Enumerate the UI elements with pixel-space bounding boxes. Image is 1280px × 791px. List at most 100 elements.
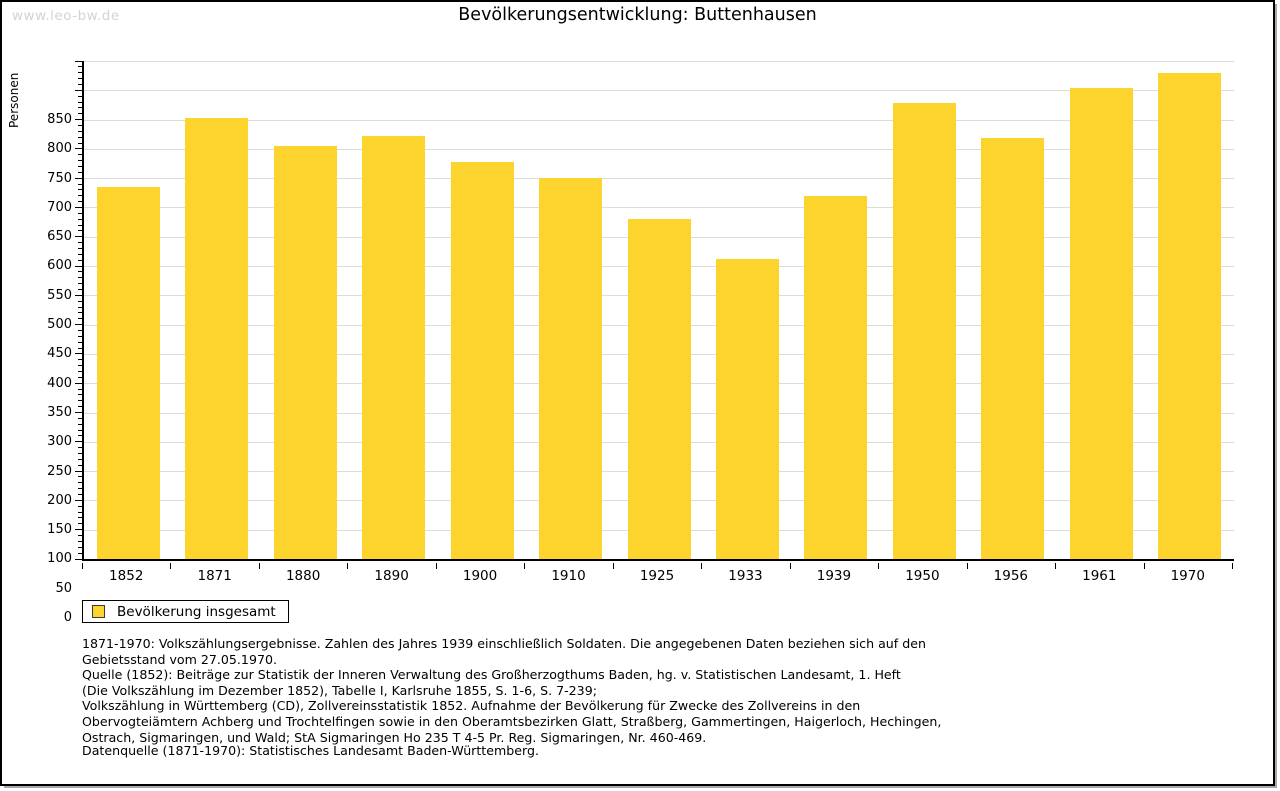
- footnote-line: (Die Volkszählung im Dezember 1852), Tab…: [82, 682, 597, 698]
- bar-1939: [804, 195, 868, 559]
- y-tick-major: [75, 499, 82, 501]
- x-tick: [524, 563, 526, 569]
- x-tick: [347, 563, 349, 569]
- y-tick-minor: [78, 330, 82, 331]
- x-axis: 1852 1871 1880 1890 1900 1910 1925 1933 1939 1950…: [82, 563, 1234, 593]
- y-tick-minor: [78, 83, 82, 85]
- y-tick-minor: [78, 160, 82, 162]
- bar-1871: [185, 118, 249, 559]
- legend-swatch-icon: [92, 605, 105, 618]
- y-tick-minor: [78, 505, 82, 507]
- y-tick-label-250: 250: [47, 463, 72, 479]
- bar-1910: [539, 178, 603, 559]
- y-tick-minor: [78, 388, 82, 390]
- bar-1956: [981, 137, 1045, 559]
- datasource-line: Datenquelle (1871-1970): Statistisches L…: [82, 743, 539, 758]
- gridline-700: [84, 148, 1234, 150]
- y-tick-minor: [78, 171, 82, 173]
- x-tick: [258, 563, 260, 569]
- y-tick-label-350: 350: [47, 404, 72, 420]
- y-tick-label-100: 100: [47, 551, 72, 567]
- y-tick-minor: [78, 400, 82, 402]
- x-tick-label-1880: 1880: [285, 568, 321, 584]
- x-tick-label-1933: 1933: [728, 568, 763, 584]
- y-tick-minor: [78, 113, 82, 115]
- y-tick-label-150: 150: [47, 522, 72, 538]
- gridline-650: [84, 178, 1234, 180]
- y-tick-major: [75, 294, 82, 296]
- y-tick-minor: [78, 371, 82, 373]
- x-tick: [612, 563, 614, 569]
- y-tick-minor: [78, 283, 82, 285]
- x-tick: [878, 563, 880, 569]
- gridline-850: [84, 61, 1234, 62]
- footnote-line: Gebietsstand vom 27.05.1970.: [82, 651, 277, 667]
- bar-1925: [627, 219, 691, 559]
- y-tick-minor: [78, 335, 82, 337]
- y-tick-major: [75, 441, 82, 443]
- y-tick-minor: [78, 359, 82, 361]
- y-tick-minor: [78, 154, 82, 156]
- x-tick-label-1950: 1950: [905, 568, 940, 584]
- y-tick-minor: [78, 212, 82, 214]
- gridline-750: [84, 119, 1234, 121]
- bar-1880: [273, 145, 337, 559]
- y-tick-label-50: 50: [55, 580, 72, 596]
- footnote-line: Volkszählung in Württemberg (CD), Zollve…: [82, 698, 861, 714]
- x-tick-label-1925: 1925: [639, 568, 675, 584]
- y-tick-major: [75, 177, 82, 179]
- y-tick-minor: [78, 312, 82, 314]
- y-tick-label-500: 500: [47, 317, 72, 333]
- y-tick-minor: [78, 511, 82, 513]
- bar-1970: [1158, 72, 1222, 559]
- footnote-block: 1871-1970: Volkszählungsergebnisse. Zahl…: [82, 636, 962, 745]
- y-tick-minor: [78, 347, 82, 349]
- x-tick: [1055, 563, 1057, 569]
- y-tick-minor: [78, 300, 82, 302]
- y-tick-minor: [78, 417, 82, 419]
- gridline-600: [84, 207, 1234, 209]
- y-tick-label-800: 800: [47, 141, 72, 157]
- y-tick-minor: [78, 189, 82, 191]
- y-tick-major: [75, 60, 82, 62]
- x-tick-label-1939: 1939: [816, 568, 852, 584]
- x-tick-label-1900: 1900: [462, 568, 498, 584]
- y-tick-minor: [78, 464, 82, 466]
- x-tick: [1143, 563, 1145, 569]
- x-tick: [789, 563, 791, 569]
- x-tick-label-1956: 1956: [993, 568, 1029, 584]
- y-tick-minor: [78, 447, 82, 449]
- y-tick-minor: [78, 376, 82, 378]
- legend-label: Bevölkerung insgesamt: [117, 603, 276, 620]
- y-tick-major: [75, 470, 82, 472]
- y-tick-minor: [78, 453, 82, 455]
- y-tick-minor: [78, 201, 82, 203]
- y-tick-minor: [78, 78, 82, 80]
- y-tick-minor: [78, 165, 82, 167]
- x-tick-label-1961: 1961: [1082, 568, 1117, 584]
- y-tick-minor: [78, 476, 82, 478]
- y-tick-label-450: 450: [47, 346, 72, 362]
- x-tick-label-1910: 1910: [551, 568, 586, 584]
- y-tick-minor: [78, 535, 82, 537]
- bar-1852: [96, 186, 160, 559]
- x-tick-label-1970: 1970: [1170, 568, 1205, 584]
- y-tick-label-700: 700: [47, 199, 72, 215]
- y-tick-minor: [78, 546, 82, 548]
- bar-1890: [362, 136, 426, 559]
- bar-1933: [715, 259, 779, 559]
- footnote-line: Quelle (1852): Beiträge zur Statistik de…: [82, 667, 901, 683]
- x-tick: [1232, 563, 1233, 569]
- plot-area: 0 50 100 150 200 250 300 350 400 450 500 550 600 650 7…: [47, 60, 1234, 625]
- y-tick-major: [75, 412, 82, 414]
- y-tick-minor: [78, 394, 82, 396]
- gridline-800: [84, 90, 1234, 92]
- bar-1961: [1069, 87, 1133, 559]
- y-tick-minor: [78, 341, 82, 343]
- y-tick-minor: [78, 95, 82, 97]
- y-tick-minor: [78, 259, 82, 261]
- y-tick-minor: [78, 72, 82, 74]
- y-tick-minor: [78, 429, 82, 431]
